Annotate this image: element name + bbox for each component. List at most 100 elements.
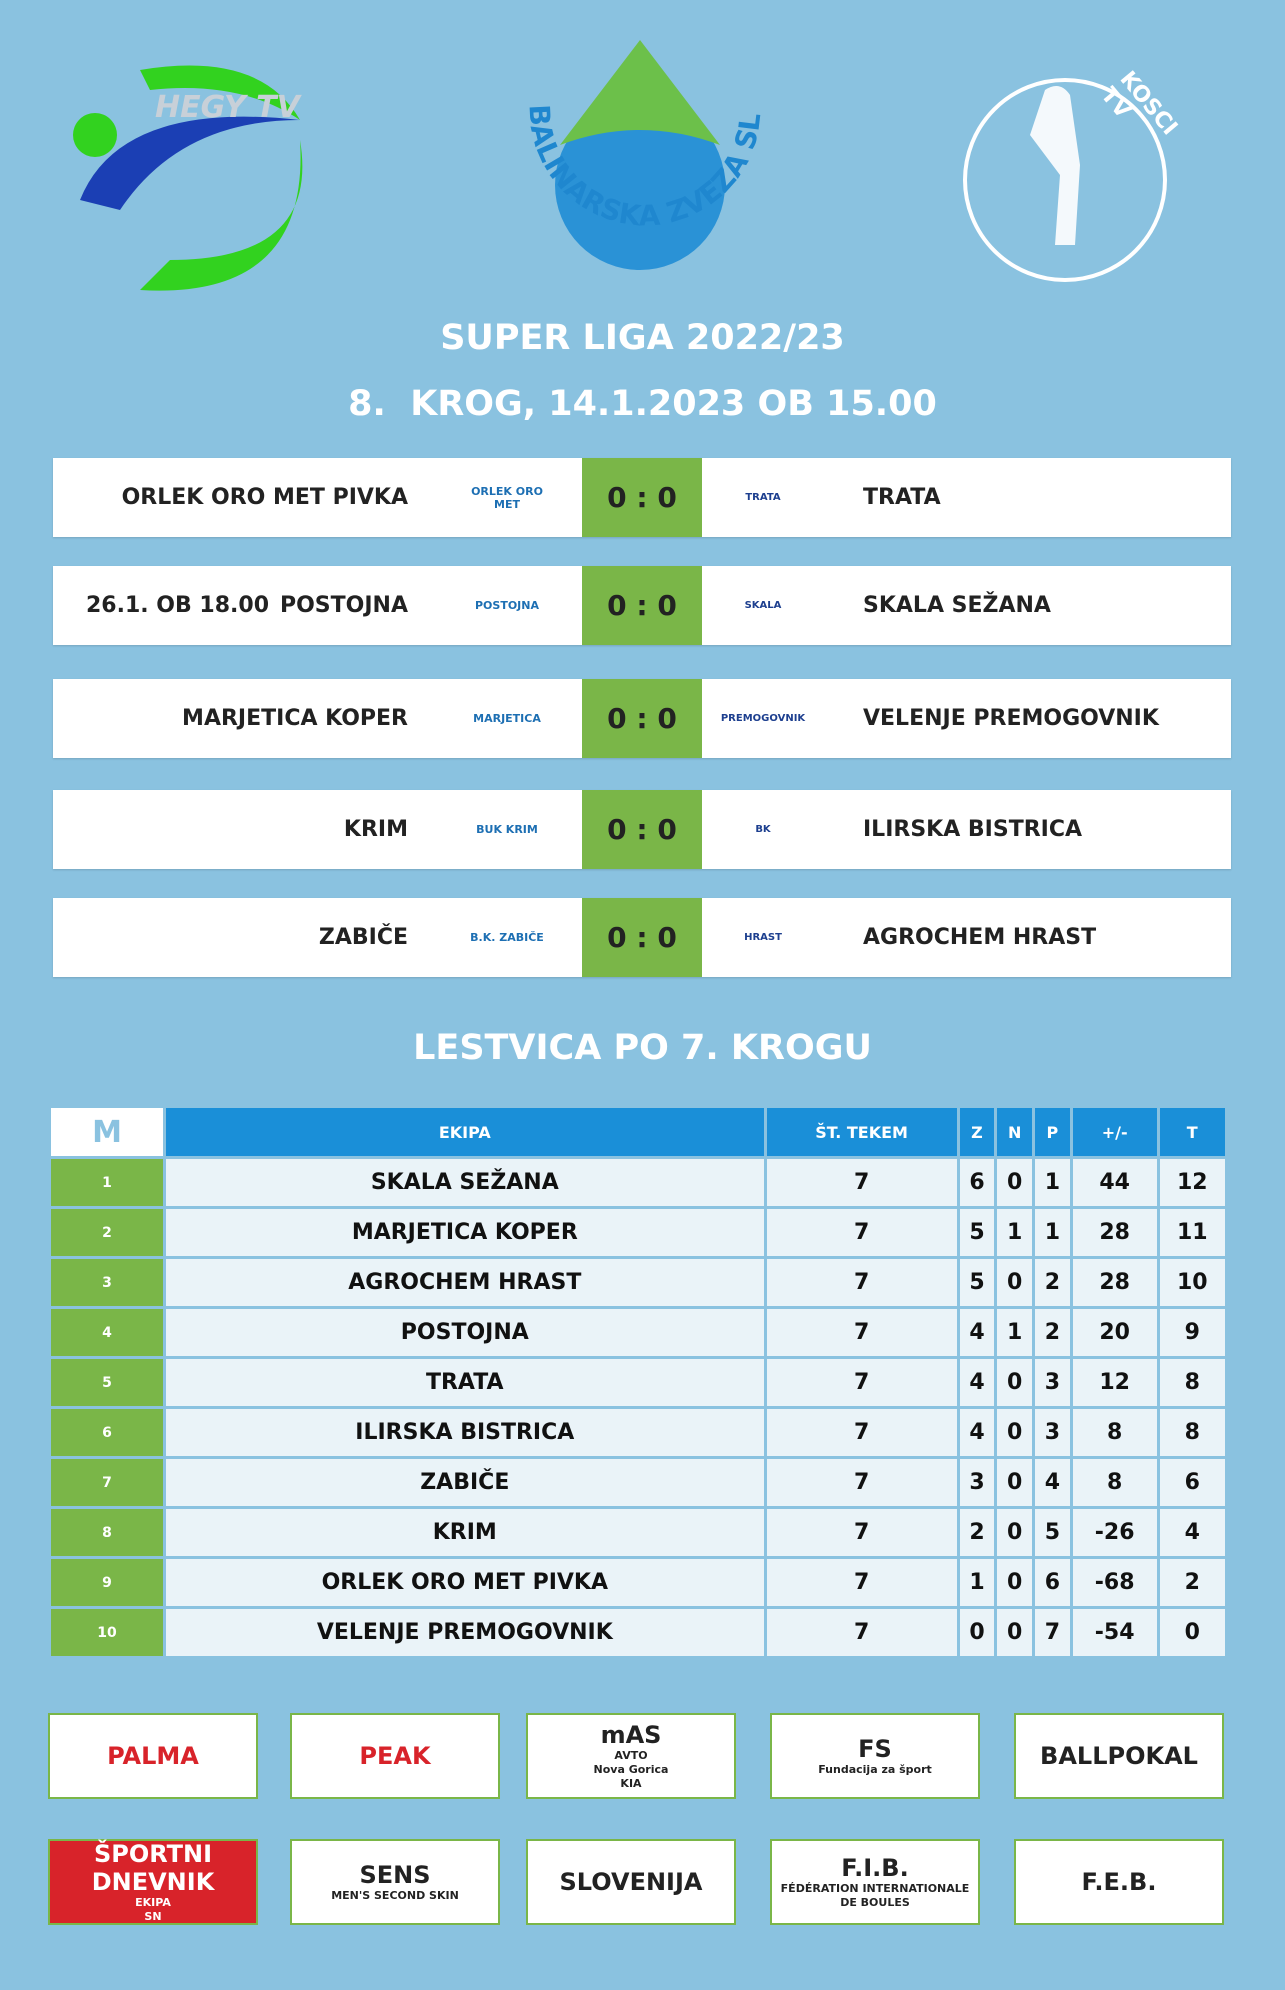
sponsor-text: Fundacija za šport [818,1763,932,1776]
home-logo: POSTOJNA [474,599,539,612]
sponsor-text: FÉDÉRATION INTERNATIONALE DE BOULES [780,1882,970,1909]
table-cell: 7 [766,1259,957,1306]
home-logo: BUK KRIM [476,823,538,836]
table-cell: 3 [1035,1409,1070,1456]
standings-row: 5 TRATA 7 4 0 3 12 8 [51,1359,1225,1406]
standings-row: 9 ORLEK ORO MET PIVKA 7 1 0 6 -68 2 [51,1559,1225,1606]
column-header: EKIPA [166,1108,764,1156]
table-cell: 44 [1072,1159,1157,1206]
standings-row: 6 ILIRSKA BISTRICA 7 4 0 3 8 8 [51,1409,1225,1456]
sponsor-text: Nova Gorica [593,1763,669,1776]
table-cell: KRIM [166,1509,764,1556]
table-cell: 1 [51,1159,163,1206]
standings-row: 10 VELENJE PREMOGOVNIK 7 0 0 7 -54 0 [51,1609,1225,1656]
table-cell: 0 [997,1559,1033,1606]
table-cell: 10 [51,1609,163,1656]
table-cell: 1 [997,1309,1033,1356]
sponsor-logo: PALMA [48,1713,258,1799]
sponsor-text: EKIPA [135,1896,171,1909]
table-cell: MARJETICA KOPER [166,1209,764,1256]
sponsor-logo: FS Fundacija za šport [770,1713,980,1799]
away-team: ILIRSKA BISTRICA [863,817,1083,842]
table-cell: ILIRSKA BISTRICA [166,1409,764,1456]
sponsor-text: F.I.B. [841,1854,909,1882]
kosci-logo: KOSCI TV [955,60,1205,290]
table-cell: 28 [1072,1209,1157,1256]
table-cell: 5 [959,1259,995,1306]
match-row: KRIM BUK KRIM 0 : 0 BK ILIRSKA BISTRICA [53,790,1231,869]
bzs-logo: BALINARSKA ZVEZA SLOVENIJE [488,9,780,295]
table-cell: 5 [1035,1509,1070,1556]
table-cell: ZABIČE [166,1459,764,1506]
table-cell: 4 [959,1309,995,1356]
table-cell: 1 [1035,1159,1070,1206]
table-cell: 8 [1072,1409,1157,1456]
table-cell: 6 [51,1409,163,1456]
column-header: T [1159,1108,1225,1156]
table-cell: -68 [1072,1559,1157,1606]
score: 0 : 0 [582,566,702,645]
table-cell: 0 [997,1159,1033,1206]
sponsor-logo: PEAK [290,1713,500,1799]
sponsor-text: F.E.B. [1081,1868,1157,1896]
away-logo: TRATA [745,492,781,503]
table-cell: 1 [1035,1209,1070,1256]
sponsor-logo: BALLPOKAL [1014,1713,1224,1799]
match-row: 26.1. OB 18.00 POSTOJNA POSTOJNA 0 : 0 SKALA… [53,566,1231,645]
standings-title: LESTVICA PO 7. KROGU [413,1028,872,1068]
standings-row: 1 SKALA SEŽANA 7 6 0 1 44 12 [51,1159,1225,1206]
table-cell: 8 [1072,1459,1157,1506]
away-team: SKALA SEŽANA [863,593,1051,618]
sponsor-text: PALMA [107,1742,199,1770]
subtitle: 8. KROG, 14.1.2023 OB 15.00 [348,384,937,424]
table-cell: 0 [997,1259,1033,1306]
table-cell: 6 [1035,1559,1070,1606]
score: 0 : 0 [582,679,702,758]
column-header: Z [959,1108,995,1156]
sponsor-text: SLOVENIJA [559,1868,703,1896]
table-cell: 28 [1072,1259,1157,1306]
table-cell: 7 [766,1459,957,1506]
table-cell: 7 [51,1459,163,1506]
title: SUPER LIGA 2022/23 [440,318,845,358]
table-cell: 4 [1035,1459,1070,1506]
table-cell: 7 [766,1209,957,1256]
column-header: N [997,1108,1033,1156]
table-cell: 2 [51,1209,163,1256]
sponsor-logo: SLOVENIJA [526,1839,736,1925]
table-cell: 6 [1159,1459,1225,1506]
home-team: ZABIČE [318,925,408,950]
table-cell: -54 [1072,1609,1157,1656]
table-cell: 0 [997,1459,1033,1506]
table-cell: ORLEK ORO MET PIVKA [166,1559,764,1606]
table-cell: 0 [959,1609,995,1656]
table-cell: 0 [997,1409,1033,1456]
home-logo: MARJETICA [473,712,541,725]
standings-table: M EKIPA ŠT. TEKEM Z N P +/- T 1 SKALA SEŽANA 7 6 0 1 4… [48,1105,1228,1659]
standings-row: 3 AGROCHEM HRAST 7 5 0 2 28 10 [51,1259,1225,1306]
sponsor-text: mAS [600,1721,662,1749]
table-cell: 2 [1035,1309,1070,1356]
match-row: MARJETICA KOPER MARJETICA 0 : 0 PREMOGOVNIK… [53,679,1231,758]
table-cell: 4 [959,1359,995,1406]
home-logo: ORLEK ORO MET [471,484,543,511]
table-cell: 7 [766,1559,957,1606]
home-logo: B.K. ZABIČE [470,931,544,944]
table-cell: POSTOJNA [166,1309,764,1356]
table-cell: 4 [51,1309,163,1356]
table-body: 1 SKALA SEŽANA 7 6 0 1 44 12 2 MARJETICA KOPER 7 5 1… [51,1159,1225,1656]
sponsor-logo: SENS MEN'S SECOND SKIN [290,1839,500,1925]
column-header: +/- [1072,1108,1157,1156]
column-header: ŠT. TEKEM [766,1108,957,1156]
away-logo: PREMOGOVNIK [720,713,806,724]
match-note: 26.1. OB 18.00 [86,593,270,618]
column-header: P [1035,1108,1070,1156]
table-cell: 0 [1159,1609,1225,1656]
standings-row: 7 ZABIČE 7 3 0 4 8 6 [51,1459,1225,1506]
column-header: M [51,1108,163,1156]
sponsor-text: MEN'S SECOND SKIN [331,1889,459,1902]
table-cell: 7 [1035,1609,1070,1656]
table-cell: 3 [51,1259,163,1306]
sponsor-text: KIA [620,1777,642,1790]
